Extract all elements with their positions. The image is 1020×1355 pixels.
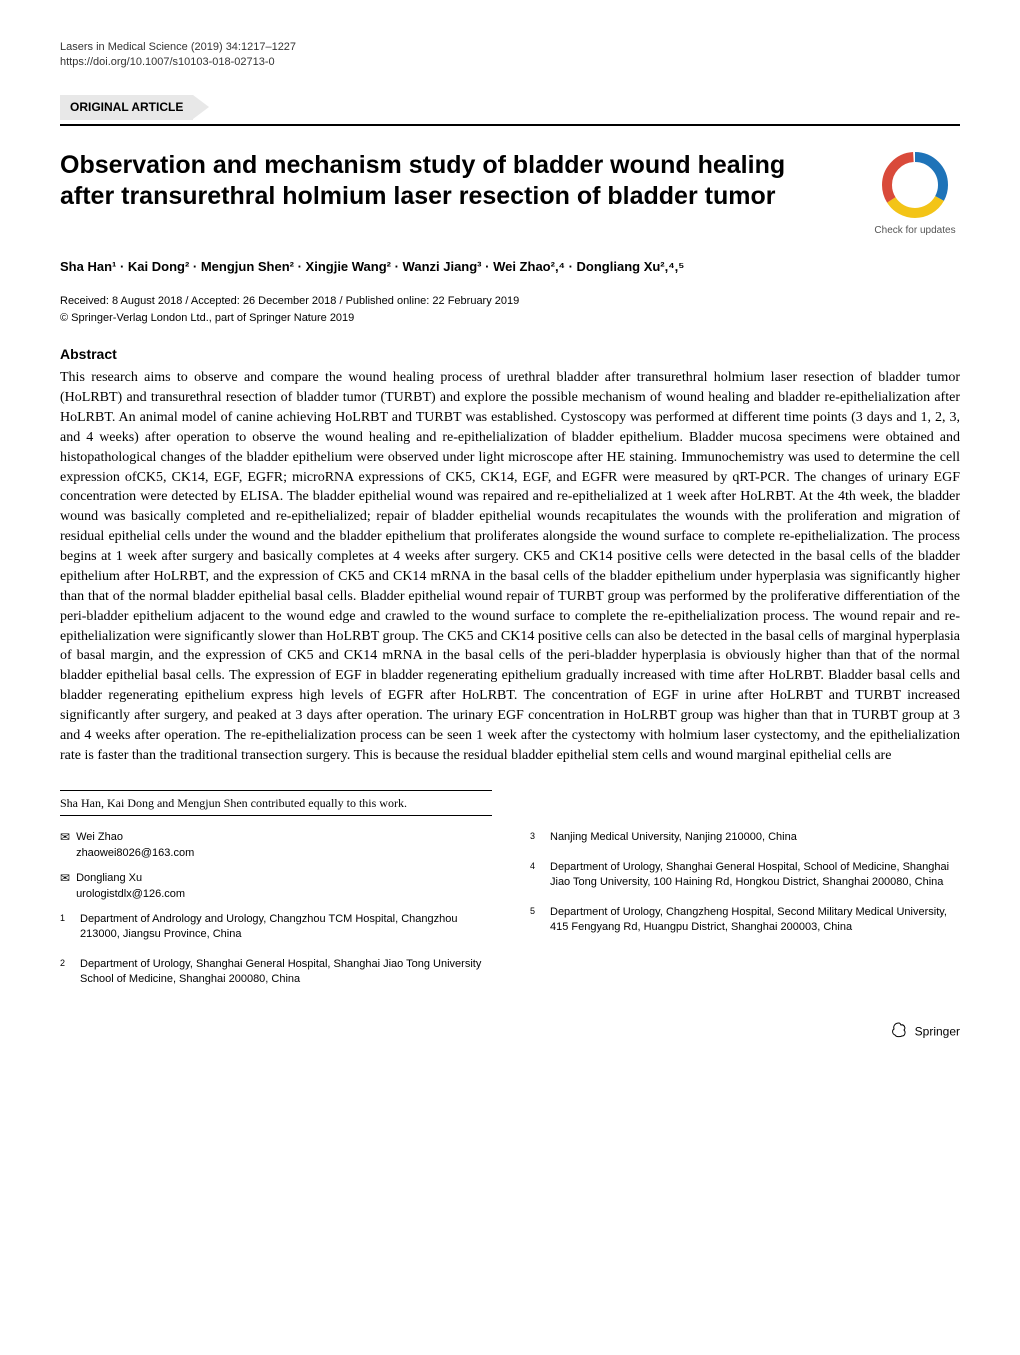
springer-icon: [891, 1022, 907, 1043]
affil-text: Department of Urology, Shanghai General …: [80, 957, 490, 988]
contribution-note: Sha Han, Kai Dong and Mengjun Shen contr…: [60, 790, 492, 817]
affiliation-row: 2 Department of Urology, Shanghai Genera…: [60, 957, 490, 988]
affiliation-row: 4 Department of Urology, Shanghai Genera…: [530, 860, 960, 891]
corr-name: Wei Zhao: [76, 830, 194, 845]
section-tag-wrap: ORIGINAL ARTICLE: [60, 95, 960, 124]
affil-num: 2: [60, 957, 70, 970]
affil-num: 3: [530, 830, 540, 843]
affil-num: 5: [530, 905, 540, 918]
affil-num: 1: [60, 912, 70, 925]
affiliation-row: 3 Nanjing Medical University, Nanjing 21…: [530, 830, 960, 845]
abstract-heading: Abstract: [60, 345, 960, 365]
publisher-mark: Springer: [60, 1022, 960, 1043]
section-tag: ORIGINAL ARTICLE: [60, 95, 193, 120]
crossmark-badge[interactable]: Check for updates: [870, 150, 960, 238]
authors-line: Sha Han¹ · Kai Dong² · Mengjun Shen² · X…: [60, 258, 960, 276]
footer-columns: ✉ Wei Zhao zhaowei8026@163.com ✉ Donglia…: [60, 830, 960, 1001]
affil-text: Department of Urology, Shanghai General …: [550, 860, 960, 891]
affiliation-row: 5 Department of Urology, Changzheng Hosp…: [530, 905, 960, 936]
affil-text: Department of Urology, Changzheng Hospit…: [550, 905, 960, 936]
envelope-icon: ✉: [60, 872, 70, 884]
affiliation-row: 1 Department of Andrology and Urology, C…: [60, 912, 490, 943]
copyright-line: © Springer-Verlag London Ltd., part of S…: [60, 311, 960, 326]
corr-name: Dongliang Xu: [76, 871, 185, 886]
received-line: Received: 8 August 2018 / Accepted: 26 D…: [60, 294, 960, 309]
crossmark-label: Check for updates: [874, 225, 955, 236]
title-row: Observation and mechanism study of bladd…: [60, 150, 960, 238]
doi-line[interactable]: https://doi.org/10.1007/s10103-018-02713…: [60, 55, 960, 70]
envelope-icon: ✉: [60, 831, 70, 843]
footer-col-right: 3 Nanjing Medical University, Nanjing 21…: [530, 830, 960, 1001]
crossmark-icon: [880, 150, 950, 220]
correspondence-row: ✉ Wei Zhao zhaowei8026@163.com: [60, 830, 490, 861]
correspondence-row: ✉ Dongliang Xu urologistdlx@126.com: [60, 871, 490, 902]
affil-text: Department of Andrology and Urology, Cha…: [80, 912, 490, 943]
section-bar: [60, 124, 960, 126]
corr-email[interactable]: zhaowei8026@163.com: [76, 846, 194, 861]
abstract-body: This research aims to observe and compar…: [60, 368, 960, 766]
corr-email[interactable]: urologistdlx@126.com: [76, 887, 185, 902]
page-title: Observation and mechanism study of bladd…: [60, 150, 870, 213]
header-meta: Lasers in Medical Science (2019) 34:1217…: [60, 40, 960, 71]
footer-col-left: ✉ Wei Zhao zhaowei8026@163.com ✉ Donglia…: [60, 830, 490, 1001]
journal-line: Lasers in Medical Science (2019) 34:1217…: [60, 40, 960, 55]
publisher-label: Springer: [915, 1024, 960, 1038]
affil-text: Nanjing Medical University, Nanjing 2100…: [550, 830, 960, 845]
affil-num: 4: [530, 860, 540, 873]
